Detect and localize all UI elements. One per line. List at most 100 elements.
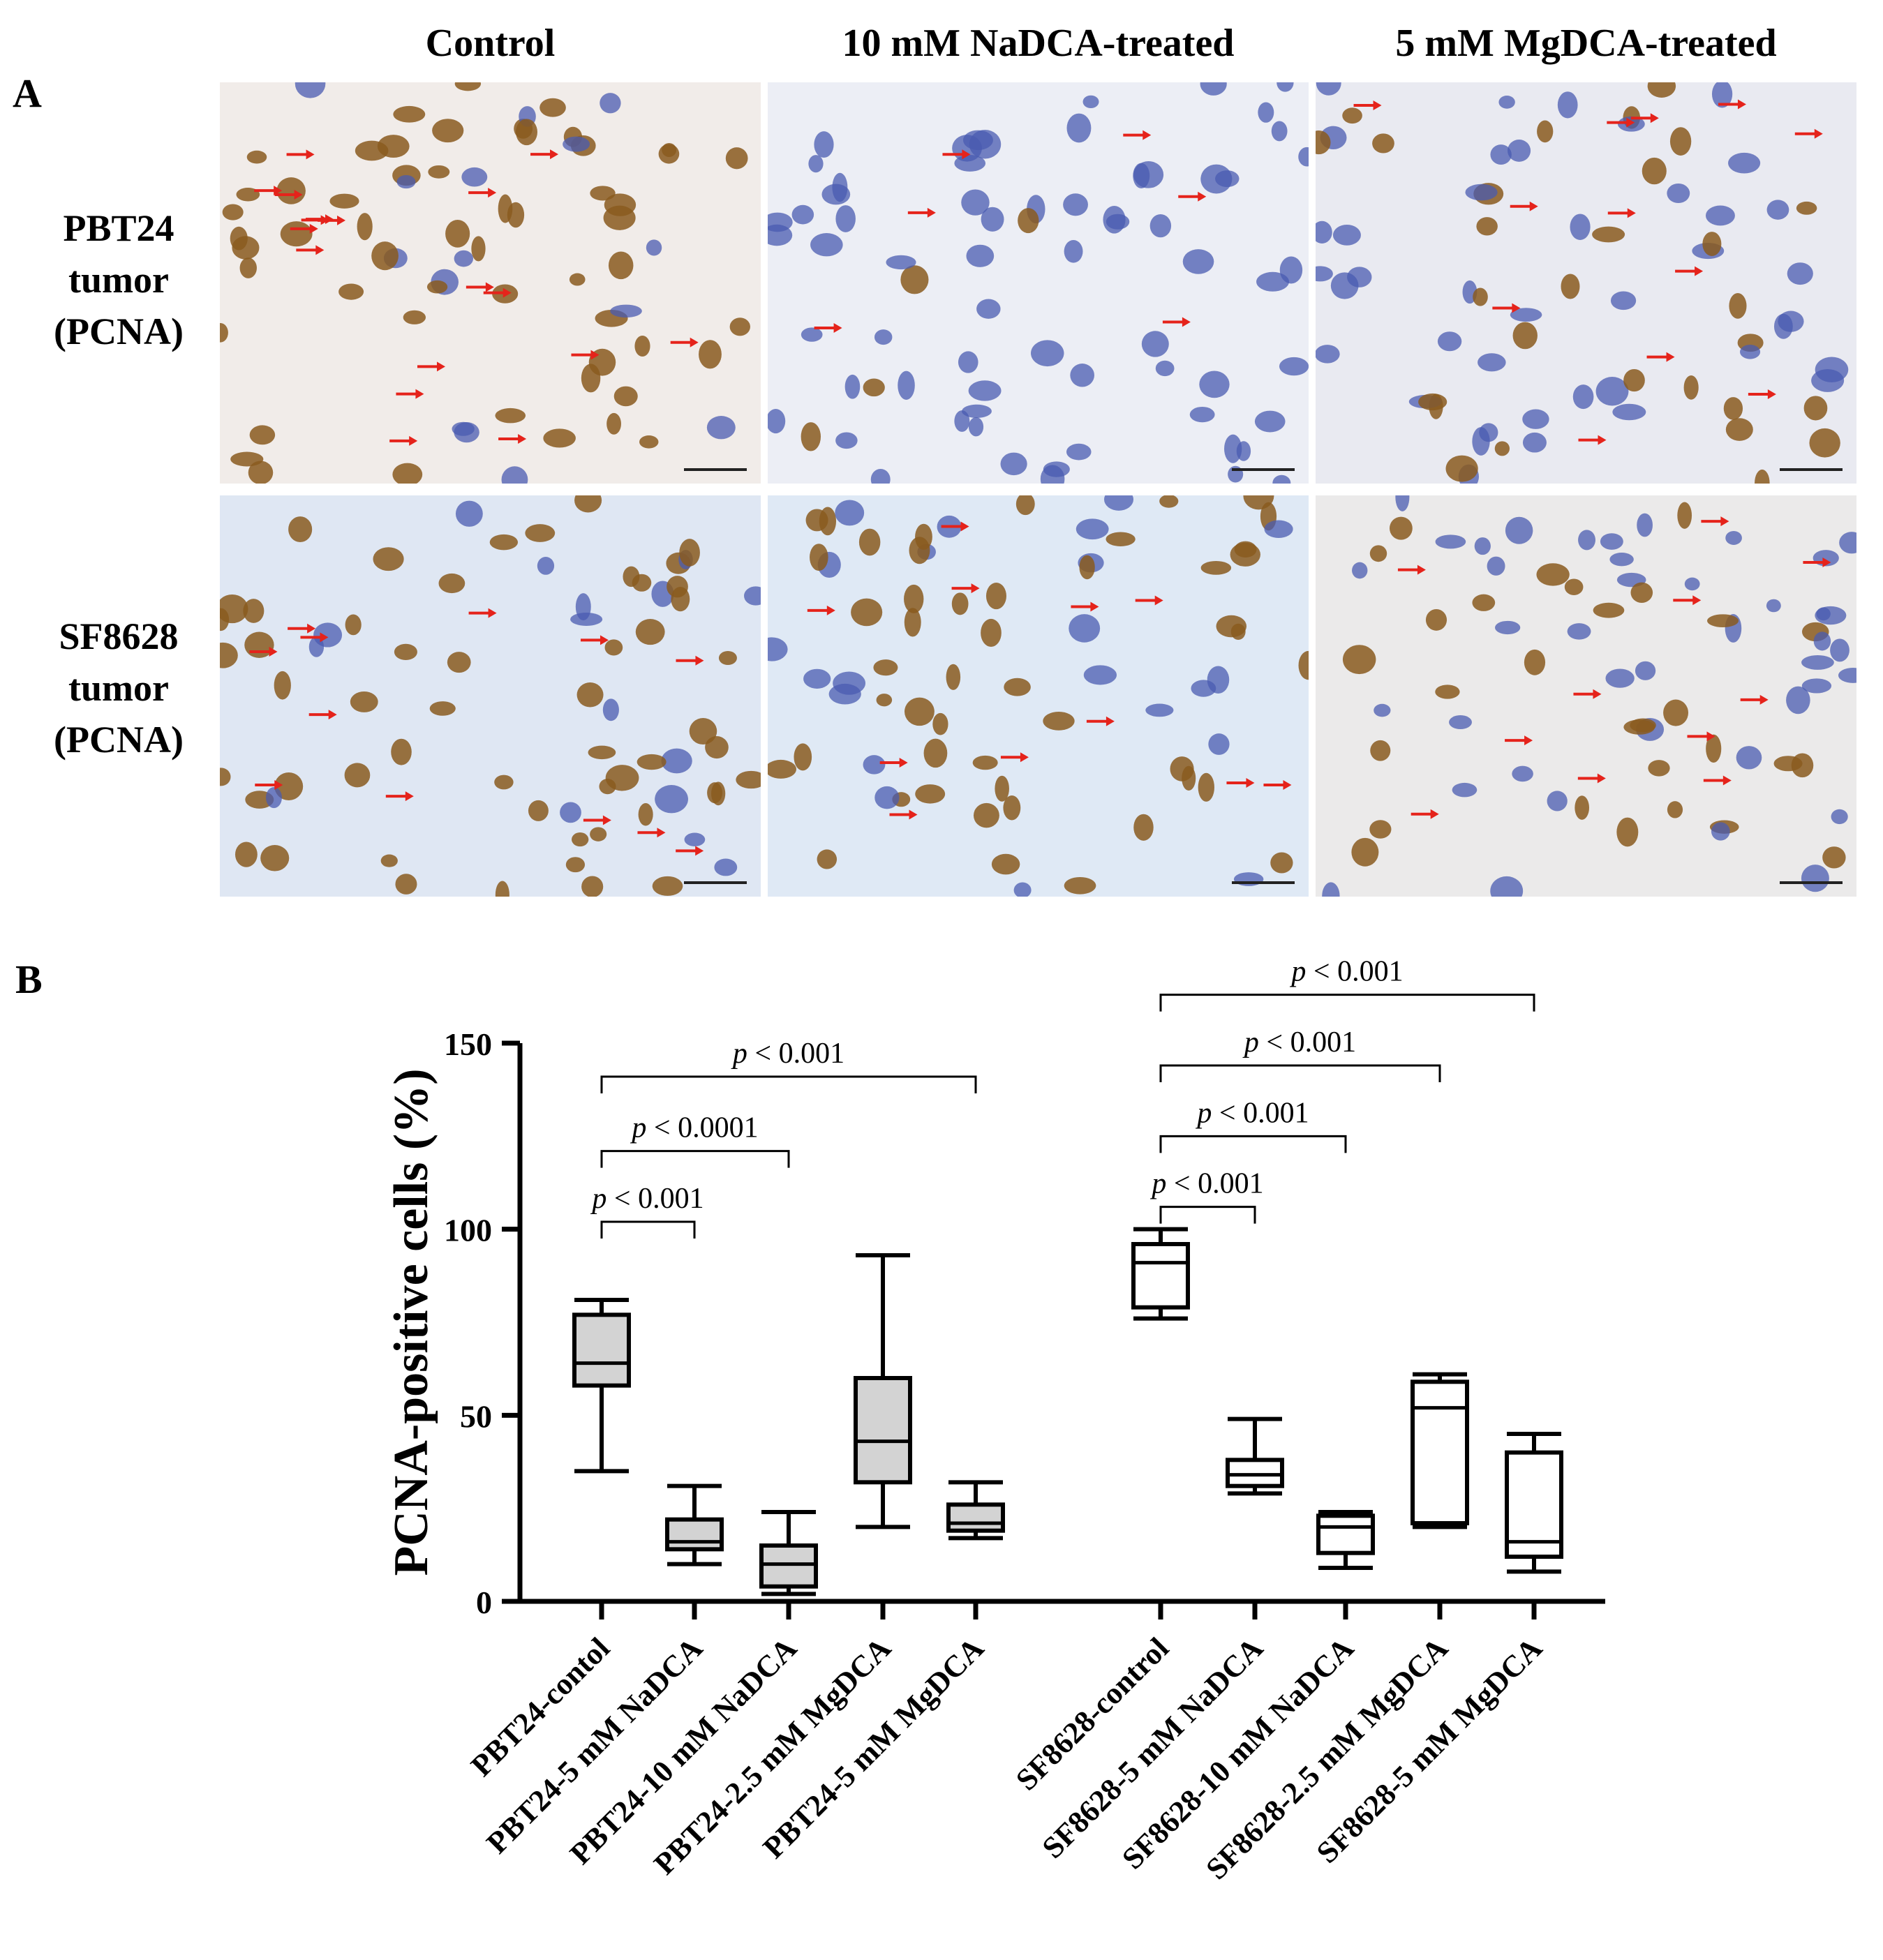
pcna-negative-nucleus [1786,686,1810,715]
red-arrow-icon [1803,558,1831,568]
pcna-negative-nucleus [1256,271,1289,292]
pcna-negative-nucleus [1189,406,1215,423]
pcna-negative-nucleus [1522,432,1547,453]
pcna-positive-nucleus [495,407,526,424]
pcna-negative-nucleus [1200,164,1233,194]
pcna-negative-nucleus [981,207,1004,232]
pcna-negative-nucleus [1570,214,1591,240]
pcna-negative-nucleus [1728,152,1761,174]
pcna-negative-nucleus [1637,513,1653,537]
pcna-positive-nucleus [1647,82,1676,98]
pcna-negative-nucleus [1740,344,1761,359]
pcna-positive-nucleus [1630,582,1653,603]
pcna-positive-nucleus [1623,719,1655,735]
pcna-positive-nucleus [981,618,1002,648]
pcna-negative-nucleus [1725,530,1742,545]
pcna-positive-nucleus [1003,795,1021,821]
pcna-positive-nucleus [1822,846,1846,869]
red-arrow-icon [1397,564,1426,575]
pcna-positive-nucleus [1707,614,1739,628]
pcna-positive-nucleus [1298,650,1309,680]
pcna-positive-nucleus [392,463,423,484]
box-7 [1226,1416,1284,1496]
pcna-positive-nucleus [495,881,509,897]
pcna-positive-nucleus [638,802,653,826]
red-arrow-icon [637,828,666,838]
red-arrow-icon [1607,208,1636,218]
pcna-positive-nucleus [635,619,665,645]
y-axis-label: PCNA-positive cells (%) [385,1068,438,1576]
pcna-positive-nucleus [604,193,637,216]
pcna-positive-nucleus [220,322,228,343]
pcna-negative-nucleus [870,468,891,484]
pcna-negative-nucleus [1224,434,1242,463]
red-arrow-icon [254,186,283,196]
red-arrow-icon [670,337,699,347]
red-arrow-icon [1226,777,1255,788]
pcna-positive-nucleus [1472,594,1496,611]
pcna-negative-nucleus [655,785,688,814]
pcna-positive-nucleus [1342,107,1362,124]
pcna-negative-nucleus [874,786,900,809]
pcna-positive-nucleus [572,832,589,847]
pcna-negative-nucleus [962,404,992,418]
pcna-negative-nucleus [1279,256,1303,284]
pcna-negative-nucleus [1595,377,1629,406]
pcna-positive-nucleus [995,775,1009,802]
pcna-negative-nucleus [808,155,824,173]
pcna-negative-nucleus [1487,556,1505,576]
pcna-negative-nucleus [501,466,528,484]
pcna-positive-nucleus [1702,232,1722,256]
pcna-negative-nucleus [833,671,866,695]
red-arrow-icon [468,608,497,618]
pcna-positive-nucleus [1537,120,1554,143]
pcna-negative-nucleus [1610,291,1637,311]
row-header-line: tumor [68,259,169,301]
pcna-positive-nucleus [599,779,616,795]
pcna-positive-nucleus [1133,814,1154,841]
pcna-negative-nucleus [835,432,858,449]
pcna-negative-nucleus [610,304,642,318]
pcna-positive-nucleus [588,745,616,760]
red-arrow-icon [389,435,418,446]
red-arrow-icon [1703,775,1732,786]
pcna-positive-nucleus [1592,226,1625,243]
pcna-negative-nucleus [1069,614,1101,643]
pcna-negative-nucleus [1435,534,1466,549]
row-header-line: PBT24 [63,207,174,249]
red-arrow-icon [1510,201,1538,211]
pcna-negative-nucleus [1103,206,1126,234]
y-tick-label: 100 [444,1213,492,1248]
pcna-negative-nucleus [1838,668,1856,683]
pcna-negative-nucleus [1279,357,1309,376]
red-arrow-icon [301,215,329,225]
pcna-negative-nucleus [1816,607,1831,621]
pcna-positive-nucleus [1803,396,1828,421]
box-9 [1411,1372,1469,1529]
red-arrow-icon [1000,752,1029,763]
red-arrow-icon [530,149,559,160]
pcna-negative-nucleus [1437,331,1462,352]
pcna-negative-nucleus [1773,313,1793,339]
pcna-positive-nucleus [1667,801,1683,818]
red-arrow-icon [1162,317,1191,327]
pcna-negative-nucleus [1667,183,1690,204]
pcna-positive-nucleus [946,664,961,690]
pcna-positive-nucleus [1270,852,1293,874]
pcna-negative-nucleus [560,802,581,823]
pcna-negative-nucleus [1705,205,1735,226]
pcna-positive-nucleus [876,694,893,707]
red-arrow-icon [1411,809,1439,819]
significance-bracket: p < 0.0001 [600,1112,790,1168]
significance-bracket: p < 0.001 [600,1038,977,1093]
p-value-label: p < 0.001 [1195,1097,1309,1129]
pcna-negative-nucleus [265,786,282,809]
pcna-positive-nucleus [222,204,244,220]
column-header-mgdca: 5 mM MgDCA-treated [1395,22,1777,65]
pcna-positive-nucleus [260,845,290,871]
pcna-negative-nucleus [1567,623,1591,640]
pcna-negative-nucleus [768,224,793,246]
micrograph-sf8628-nadca [768,495,1309,897]
pcna-negative-nucleus [1479,423,1498,442]
pcna-positive-nucleus [604,639,623,656]
